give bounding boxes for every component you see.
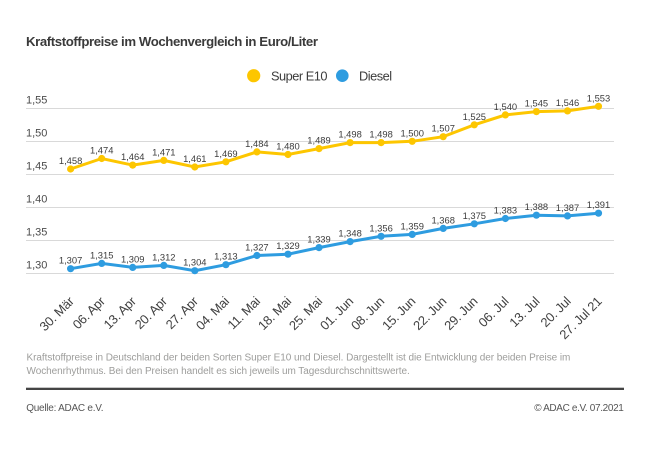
svg-text:1,313: 1,313 [214,251,237,262]
svg-text:1,368: 1,368 [431,214,454,225]
svg-text:1,35: 1,35 [26,227,47,239]
svg-text:1,45: 1,45 [26,161,47,173]
svg-text:1,50: 1,50 [26,128,47,140]
svg-text:1,327: 1,327 [245,242,268,253]
svg-text:© ADAC e.V. 07.2021: © ADAC e.V. 07.2021 [534,403,624,414]
svg-text:1,525: 1,525 [463,111,486,122]
svg-text:1,545: 1,545 [525,98,548,109]
svg-text:1,474: 1,474 [90,145,113,156]
svg-text:1,500: 1,500 [400,127,423,138]
svg-text:Diesel: Diesel [359,69,392,84]
svg-text:1,546: 1,546 [556,97,579,108]
svg-text:Kraftstoffpreise in Deutschlan: Kraftstoffpreise in Deutschland der beid… [27,352,571,363]
svg-text:1,307: 1,307 [59,255,82,266]
svg-text:1,359: 1,359 [400,220,423,231]
svg-text:1,461: 1,461 [183,153,206,164]
svg-text:1,498: 1,498 [338,129,361,140]
svg-text:Wochenrhythmus. Bei den Preise: Wochenrhythmus. Bei den Preisen handelt … [27,366,410,377]
svg-text:1,304: 1,304 [183,257,206,268]
svg-text:1,383: 1,383 [494,205,517,216]
svg-text:1,315: 1,315 [90,249,113,260]
svg-text:1,469: 1,469 [214,148,237,159]
svg-text:1,484: 1,484 [245,138,268,149]
svg-text:Super E10: Super E10 [271,69,327,84]
svg-text:1,312: 1,312 [152,251,175,262]
svg-text:1,309: 1,309 [121,253,144,264]
svg-text:1,391: 1,391 [587,199,610,210]
svg-text:1,458: 1,458 [59,155,82,166]
svg-text:1,348: 1,348 [338,228,361,239]
svg-text:1,30: 1,30 [26,260,47,272]
svg-text:Kraftstoffpreise im Wochenverg: Kraftstoffpreise im Wochenvergleich in E… [26,34,318,49]
svg-text:1,387: 1,387 [556,202,579,213]
svg-text:1,375: 1,375 [463,210,486,221]
svg-text:1,489: 1,489 [307,135,330,146]
svg-text:1,480: 1,480 [276,141,299,152]
svg-text:1,507: 1,507 [431,123,454,134]
svg-text:1,498: 1,498 [369,129,392,140]
svg-text:1,329: 1,329 [276,240,299,251]
svg-text:1,471: 1,471 [152,146,175,157]
svg-text:1,553: 1,553 [587,92,610,103]
svg-text:1,388: 1,388 [525,201,548,212]
svg-text:1,540: 1,540 [494,101,517,112]
svg-text:1,356: 1,356 [369,222,392,233]
svg-text:1,339: 1,339 [307,234,330,245]
svg-text:1,40: 1,40 [26,194,47,206]
svg-text:1,55: 1,55 [26,95,47,107]
svg-text:1,464: 1,464 [121,151,144,162]
svg-text:Quelle: ADAC e.V.: Quelle: ADAC e.V. [26,403,103,414]
